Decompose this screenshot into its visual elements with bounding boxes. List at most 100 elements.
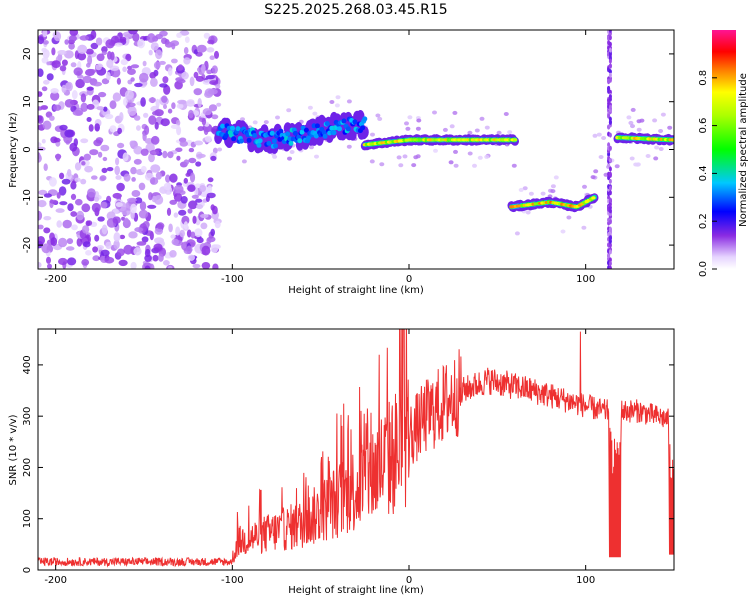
spectrogram-noise-cell (167, 108, 173, 114)
spectrogram-noise-cell (131, 190, 141, 197)
spectrogram-y-tick-label: 10 (22, 95, 33, 108)
spectrogram-noise-cell (53, 31, 62, 42)
spectrogram-noise-cell (71, 90, 78, 100)
spectrogram-track-cell (273, 143, 278, 149)
spectrogram-noise-cell (175, 226, 181, 236)
spectrogram-noise-cell (192, 215, 197, 224)
spectrogram-halo-cell (369, 159, 375, 164)
spectrogram-noise-cell (201, 63, 206, 74)
spectrogram-noise-cell (97, 151, 103, 158)
spectrogram-noise-cell (64, 99, 75, 108)
spectrogram-halo-cell (467, 130, 473, 135)
spectrogram-halo-cell (590, 175, 596, 180)
spectrogram-track-cell (331, 130, 337, 136)
spectrogram-halo-cell (553, 175, 559, 180)
spectrogram-x-tick-label: 100 (576, 274, 595, 285)
spectrogram-halo-cell (402, 154, 408, 159)
spectrogram-noise-cell (127, 102, 136, 108)
spectrogram-noise-cell (144, 265, 151, 269)
spectrogram-noise-cell (124, 89, 134, 100)
spectrogram-noise-cell (115, 157, 120, 166)
spectrogram-halo-cell (252, 120, 258, 125)
spectrogram-halo-cell (415, 126, 421, 131)
spectrogram-noise-cell (183, 57, 191, 65)
spectrogram-noise-cell (175, 119, 181, 127)
snr-y-ticks: 0 100 200 300 400 (22, 355, 674, 573)
spectrogram-noise-cell (214, 50, 219, 59)
spectrogram-noise-cell (210, 244, 219, 253)
spectrogram-noise-cell (87, 55, 93, 66)
spectrogram-noise-cell (82, 225, 90, 234)
spectrogram-track-cell (322, 133, 328, 139)
spectrogram-streak-cell (608, 208, 612, 214)
spectrogram-noise-cell (116, 182, 125, 192)
spectrogram-halo-cell (614, 164, 620, 169)
spectrogram-noise-cell (86, 103, 95, 110)
spectrogram-track-cell (297, 138, 303, 144)
spectrogram-noise-cell (38, 224, 44, 230)
spectrogram-track-cell (235, 126, 241, 132)
spectrogram-halo-cell (582, 184, 587, 189)
spectrogram-halo-cell (312, 111, 318, 116)
spectrogram-streak-cell (608, 171, 612, 177)
spectrogram-noise-cell (117, 248, 125, 257)
spectrogram-track-cell (303, 127, 309, 133)
colorbar-tick-label: 0.6 (698, 118, 709, 134)
spectrogram-noise-cell (162, 150, 168, 159)
spectrogram-noise-cell (173, 212, 179, 218)
spectrogram-noise-cell (163, 104, 167, 110)
spectrogram-noise-cell (158, 60, 166, 65)
spectrogram-noise-cell (128, 231, 138, 239)
spectrogram-noise-cell (38, 36, 44, 45)
colorbar-tick-label: 0.2 (698, 213, 709, 229)
snr-x-tick-label: -100 (221, 575, 244, 586)
spectrogram-noise-cell (100, 144, 110, 152)
spectrogram-noise-cell (38, 200, 47, 208)
spectrogram-noise-cell (43, 216, 52, 221)
spectrogram-noise-cell (85, 250, 92, 256)
spectrogram-noise-cell (165, 174, 171, 183)
spectrogram-noise-cell (130, 166, 137, 175)
spectrogram-noise-cell (46, 256, 51, 264)
spectrogram-noise-cell (67, 257, 77, 266)
spectrogram-noise-cell (123, 244, 133, 255)
spectrogram-noise-cell (105, 39, 115, 49)
spectrogram-noise-cell (41, 138, 46, 144)
spectrogram-halo-cell (289, 150, 295, 154)
spectrogram-noise-cell (199, 185, 207, 192)
spectrogram-halo-cell (593, 169, 599, 174)
spectrogram-noise-cell (168, 223, 173, 233)
spectrogram-track-cell (313, 133, 319, 139)
spectrogram-halo-cell (540, 191, 546, 196)
spectrogram-noise-cell (101, 78, 110, 85)
snr-x-tick-label: 0 (406, 575, 412, 586)
spectrogram-track-cell (238, 138, 244, 144)
spectrogram-streak-cell (607, 253, 611, 259)
spectrogram-noise-cell (80, 178, 87, 185)
spectrogram-noise-cell (89, 149, 99, 156)
spectrogram-noise-cell (80, 138, 89, 144)
spectrogram-noise-cell (203, 32, 211, 39)
spectrogram-halo-cell (654, 145, 660, 150)
spectrogram-noise-cell (80, 102, 88, 113)
spectrogram-track-cell (257, 138, 263, 144)
spectrogram-noise-cell (87, 188, 96, 198)
spectrogram-noise-cell (196, 204, 203, 210)
spectrogram-noise-cell (169, 199, 177, 205)
spectrogram-noise-cell (104, 256, 115, 264)
spectrogram-noise-cell (176, 155, 181, 161)
spectrogram-noise-cell (211, 114, 219, 120)
spectrogram-noise-cell (123, 217, 129, 225)
spectrogram-noise-cell (109, 100, 117, 110)
spectrogram-noise-cell (49, 199, 58, 204)
spectrogram-noise-cell (83, 241, 91, 248)
spectrogram-streak-cell (608, 227, 612, 233)
spectrogram-noise-cell (201, 245, 211, 256)
spectrogram-track-cell (345, 126, 351, 132)
spectrogram-noise-cell (206, 69, 213, 75)
spectrogram-noise-cell (38, 68, 44, 77)
spectrogram-noise-cell (155, 98, 160, 109)
spectrogram-halo-cell (667, 125, 673, 130)
snr-x-tick-label: 100 (576, 575, 595, 586)
spectrogram-halo-cell (550, 189, 556, 194)
